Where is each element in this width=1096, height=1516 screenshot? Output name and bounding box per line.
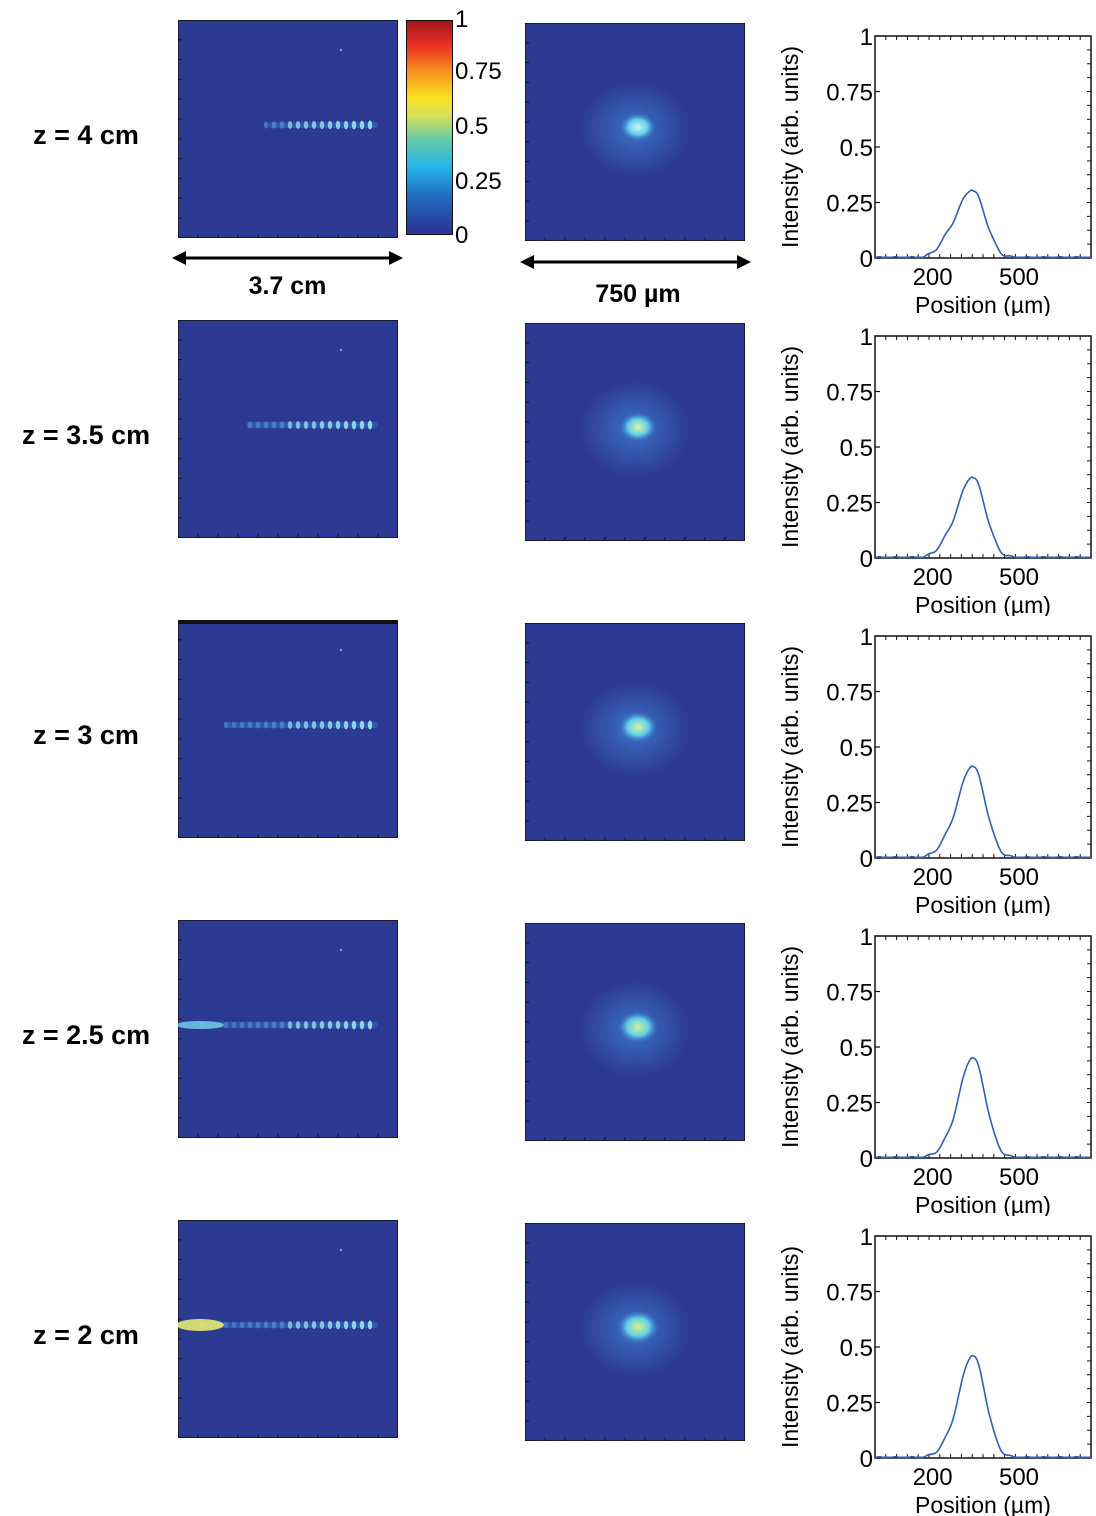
scale-label-left: 3.7 cm bbox=[248, 272, 327, 300]
y-tick-label: 0.75 bbox=[826, 80, 873, 107]
intensity-curve bbox=[874, 476, 1092, 559]
x-tick-label: 500 bbox=[999, 264, 1039, 291]
intensity-curve bbox=[874, 188, 1092, 259]
y-tick-label: 0.75 bbox=[826, 1280, 873, 1307]
y-tick-label: 1 bbox=[860, 324, 873, 351]
x-axis-label: Position (µm) bbox=[915, 1192, 1051, 1216]
scale-label-middle: 750 µm bbox=[595, 280, 681, 308]
y-tick-label: 0 bbox=[860, 246, 873, 273]
filament-image bbox=[178, 920, 398, 1138]
scale-arrow-left bbox=[172, 251, 403, 265]
y-tick-label: 0.75 bbox=[826, 980, 873, 1007]
filament-image bbox=[178, 1220, 398, 1438]
intensity-curve bbox=[874, 765, 1092, 859]
x-tick-label: 500 bbox=[999, 1464, 1039, 1491]
y-tick-label: 0.25 bbox=[826, 1391, 873, 1418]
scale-arrow-middle bbox=[520, 255, 751, 269]
x-tick-label: 200 bbox=[913, 1464, 953, 1491]
filament-image bbox=[178, 320, 398, 538]
x-tick-label: 500 bbox=[999, 1164, 1039, 1191]
intensity-curve bbox=[874, 1056, 1092, 1159]
x-tick-label: 200 bbox=[913, 264, 953, 291]
y-tick-label: 0 bbox=[860, 546, 873, 573]
y-axis-label: Intensity (arb. units) bbox=[778, 646, 803, 848]
colorbar-tick: 0.5 bbox=[455, 113, 489, 140]
x-tick-label: 500 bbox=[999, 864, 1039, 891]
y-tick-label: 0.5 bbox=[840, 1335, 873, 1362]
y-tick-label: 0 bbox=[860, 846, 873, 873]
y-tick-label: 0 bbox=[860, 1446, 873, 1473]
beam-profile-image bbox=[525, 323, 745, 541]
y-tick-label: 0.25 bbox=[826, 491, 873, 518]
x-tick-label: 200 bbox=[913, 1164, 953, 1191]
y-axis-label: Intensity (arb. units) bbox=[778, 46, 803, 248]
intensity-curve bbox=[874, 1354, 1092, 1459]
colorbar-tick: 1 bbox=[455, 6, 469, 33]
y-tick-label: 0.25 bbox=[826, 191, 873, 218]
y-tick-label: 0.75 bbox=[826, 380, 873, 407]
z-label: z = 4 cm bbox=[33, 120, 139, 150]
y-tick-label: 0 bbox=[860, 1146, 873, 1173]
x-axis-label: Position (µm) bbox=[915, 292, 1051, 316]
y-tick-label: 0.5 bbox=[840, 1035, 873, 1062]
colorbar-tick: 0.75 bbox=[455, 58, 502, 85]
x-tick-label: 200 bbox=[913, 564, 953, 591]
y-tick-label: 1 bbox=[860, 624, 873, 651]
z-label: z = 2.5 cm bbox=[21, 1020, 151, 1050]
x-axis-label: Position (µm) bbox=[915, 892, 1051, 916]
beam-profile-image bbox=[525, 923, 745, 1141]
colorbar bbox=[406, 20, 453, 235]
y-tick-label: 1 bbox=[860, 24, 873, 51]
y-axis-label: Intensity (arb. units) bbox=[778, 946, 803, 1148]
x-axis-label: Position (µm) bbox=[915, 1492, 1051, 1516]
y-tick-label: 0.5 bbox=[840, 135, 873, 162]
x-axis-label: Position (µm) bbox=[915, 592, 1051, 616]
colorbar-tick: 0.25 bbox=[455, 168, 502, 195]
y-tick-label: 1 bbox=[860, 1224, 873, 1251]
y-tick-label: 1 bbox=[860, 924, 873, 951]
y-tick-label: 0.5 bbox=[840, 435, 873, 462]
z-label: z = 3 cm bbox=[33, 720, 139, 750]
beam-profile-image bbox=[525, 1223, 745, 1441]
y-axis-label: Intensity (arb. units) bbox=[778, 346, 803, 548]
colorbar-tick: 0 bbox=[455, 222, 469, 249]
filament-image bbox=[178, 620, 398, 838]
y-tick-label: 0.25 bbox=[826, 791, 873, 818]
x-tick-label: 200 bbox=[913, 864, 953, 891]
y-tick-label: 0.75 bbox=[826, 680, 873, 707]
y-tick-label: 0.25 bbox=[826, 1091, 873, 1118]
z-label: z = 2 cm bbox=[33, 1320, 139, 1350]
y-tick-label: 0.5 bbox=[840, 735, 873, 762]
y-axis-label: Intensity (arb. units) bbox=[778, 1246, 803, 1448]
beam-profile-image bbox=[525, 623, 745, 841]
beam-profile-image bbox=[525, 23, 745, 241]
x-tick-label: 500 bbox=[999, 564, 1039, 591]
z-label: z = 3.5 cm bbox=[21, 420, 151, 450]
filament-image bbox=[178, 20, 398, 238]
